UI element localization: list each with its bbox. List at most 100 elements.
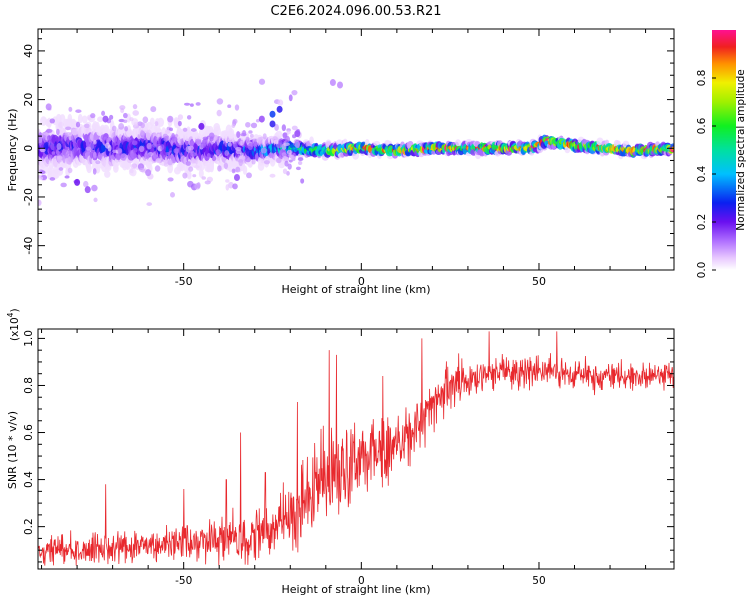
spectrogram-outlier [84, 186, 91, 194]
spectrogram-faint-cell [130, 163, 137, 170]
spectrogram-faint-cell [103, 136, 109, 141]
spectrogram-faint-cell [184, 102, 191, 106]
spectrogram-faint-cell [286, 171, 290, 176]
y-tick-label: 0.6 [23, 424, 35, 441]
spectrogram-faint-cell [188, 166, 194, 172]
spectrogram-faint-cell [288, 94, 293, 102]
colorbar-gradient [712, 30, 736, 270]
spectrogram-faint-cell [84, 123, 90, 129]
spectrogram-outlier [337, 81, 344, 89]
spectrogram-faint-cell [216, 156, 221, 161]
spectrogram-faint-cell [282, 156, 289, 162]
spectrogram-faint-cell [281, 143, 287, 150]
spectrogram-faint-cell [131, 140, 138, 146]
spectrogram-faint-cell [190, 158, 196, 164]
spectrogram-outlier [198, 122, 205, 130]
spectrogram-cell [125, 128, 133, 137]
spectrogram-faint-cell [269, 173, 276, 178]
spectrogram-faint-cell [262, 133, 267, 140]
spectrogram-faint-cell [225, 179, 230, 183]
spectrogram-outlier [102, 115, 109, 123]
spectrogram-faint-cell [284, 160, 289, 167]
svg-text:(x104): (x104) [6, 308, 21, 341]
spectrogram-faint-cell [90, 113, 96, 119]
spectrogram-faint-cell [146, 153, 151, 158]
colorbar-ticks: 0.0 0.2 0.4 0.6 0.8 [696, 70, 716, 278]
spectrogram-faint-cell [225, 184, 230, 191]
spectrogram-faint-cell [107, 144, 112, 152]
spectrogram-faint-cell [297, 160, 303, 166]
snr-multiplier-exp: 4 [6, 312, 15, 317]
y-tick-label: -40 [22, 237, 35, 255]
spectrogram-faint-cell [250, 122, 258, 129]
spectrogram-faint-cell [194, 138, 202, 145]
spectrogram-cell [186, 171, 192, 180]
snr-frame [37, 328, 675, 570]
spectrogram-faint-cell [160, 144, 165, 151]
spectrogram-faint-cell [67, 167, 73, 174]
spectrogram-faint-cell [290, 154, 295, 160]
spectrogram-faint-cell [110, 155, 115, 160]
y-tick-label: 0.4 [23, 471, 35, 488]
snr-multiplier: (x104) [6, 308, 21, 341]
spectrogram-faint-cell [129, 168, 134, 174]
spectrogram-cell [242, 165, 248, 175]
spectrogram-faint-cell [201, 176, 206, 180]
spectrogram-faint-cell [227, 138, 234, 143]
spectrogram-faint-cell [92, 139, 97, 145]
spectrogram-faint-cell [71, 128, 79, 136]
spectrogram-faint-cell [93, 197, 98, 203]
spectrogram-faint-cell [252, 138, 258, 142]
snr-multiplier-base: (x10 [9, 317, 21, 341]
spectrogram-faint-cell [208, 132, 215, 140]
spectrogram-faint-cell [268, 152, 275, 159]
spectrogram-faint-cell [112, 136, 118, 143]
snr-axes: -50 0 50 0.2 0.4 0.6 0.8 1.0 [23, 329, 674, 587]
spectrogram-panel: -50 0 50 -40 -20 0 20 40 Height of straight lin… [6, 28, 675, 296]
spectrogram-faint-cell [216, 98, 224, 105]
x-tick-label: 50 [532, 275, 546, 288]
y-tick-label: 1.0 [23, 330, 35, 347]
spectrogram-faint-cell [101, 110, 106, 116]
x-tick-label: 0 [358, 575, 365, 587]
x-tick-label: 50 [532, 575, 545, 587]
spectrogram-faint-cell [119, 105, 126, 110]
spectrogram-faint-cell [75, 121, 81, 128]
spectrogram-faint-cell [190, 128, 197, 132]
spectrogram-faint-cell [231, 168, 236, 174]
y-tick-label: 20 [22, 93, 35, 107]
spectrogram-faint-cell [46, 135, 52, 141]
spectrogram-faint-cell [163, 135, 169, 142]
spectrogram-faint-cell [123, 119, 128, 123]
spectrogram-faint-cell [165, 151, 171, 156]
spectrogram-outlier [294, 130, 301, 138]
spectrogram-faint-cell [92, 168, 97, 175]
spectrogram-faint-cell [238, 159, 243, 167]
spectrogram-faint-cell [167, 177, 174, 182]
spectrogram-faint-cell [146, 142, 152, 150]
spectrogram-ylabel: Frequency (Hz) [6, 109, 19, 192]
spectrogram-faint-cell [286, 149, 293, 155]
spectrogram-faint-cell [60, 182, 67, 188]
x-tick-label: 0 [358, 275, 365, 288]
spectrogram-faint-cell [169, 127, 173, 132]
snr-xlabel: Height of straight line (km) [281, 583, 430, 596]
spectrogram-cell [275, 130, 283, 139]
spectrogram-faint-cell [140, 122, 145, 129]
spectrogram-faint-cell [277, 99, 284, 106]
y-tick-label: 0 [22, 145, 35, 152]
spectrogram-faint-cell [236, 131, 241, 139]
spectrogram-faint-cell [83, 180, 89, 188]
spectrogram-faint-cell [173, 148, 179, 154]
spectrogram-faint-cell [109, 114, 114, 120]
spectrogram-faint-cell [245, 121, 251, 128]
spectrogram-faint-cell [154, 121, 159, 127]
y-tick-label: -20 [22, 188, 35, 206]
spectrogram-faint-cell [55, 128, 60, 136]
spectrogram-faint-cell [187, 150, 195, 154]
spectrogram-cell [149, 117, 155, 127]
spectrogram-faint-cell [118, 122, 125, 130]
spectrogram-faint-cell [215, 149, 221, 156]
spectrogram-core-cell [532, 145, 536, 149]
